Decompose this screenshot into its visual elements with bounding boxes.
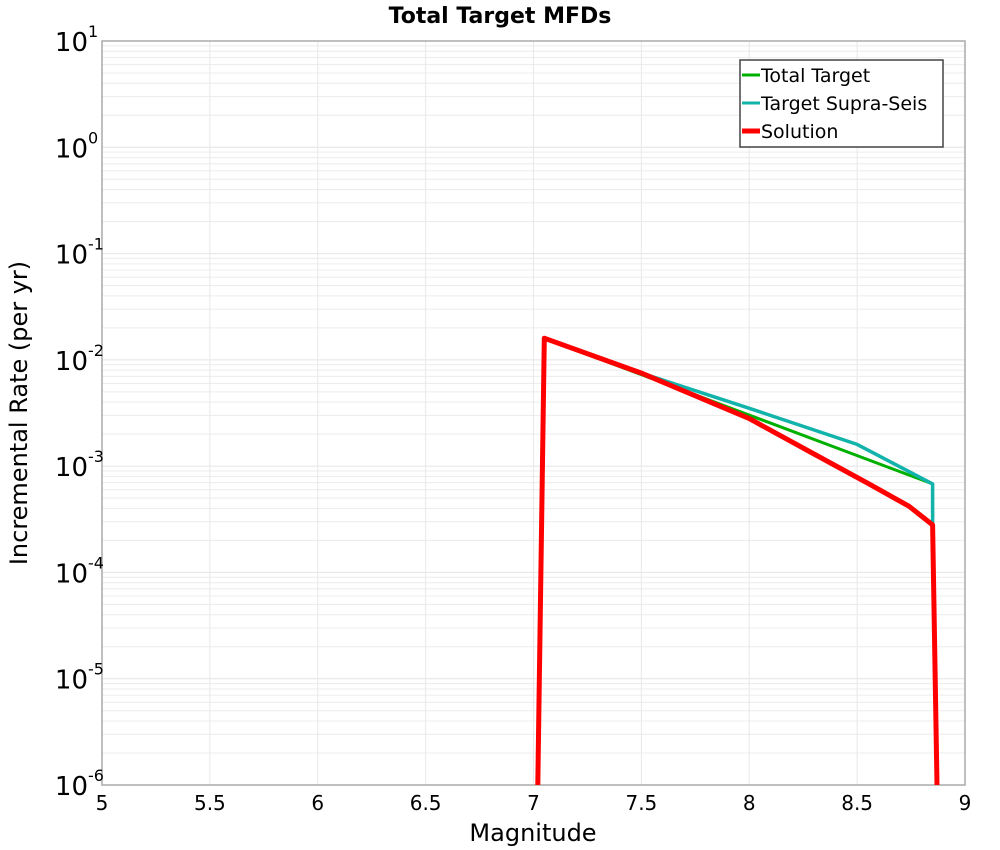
y-tick-exponent: -3 <box>88 447 104 466</box>
legend-label-target-supra-seis: Target Supra-Seis <box>760 93 927 115</box>
y-tick-exponent: -2 <box>88 341 104 360</box>
legend-item-target-supra-seis: Target Supra-Seis <box>742 93 927 115</box>
y-tick-label: 10 -4 <box>55 553 104 589</box>
legend-item-total-target: Total Target <box>742 65 870 87</box>
y-tick-base: 10 <box>55 134 88 164</box>
legend-item-solution: Solution <box>742 121 838 143</box>
x-tick-label: 7 <box>527 791 540 815</box>
y-tick-label: 10 -5 <box>55 660 104 696</box>
y-tick-exponent: -5 <box>88 660 104 679</box>
y-tick-label: 10 -2 <box>55 341 104 377</box>
y-tick-base: 10 <box>55 666 88 696</box>
x-tick-label: 6 <box>311 791 324 815</box>
y-axis-label: Incremental Rate (per yr) <box>5 261 33 565</box>
y-tick-exponent: -4 <box>88 553 104 572</box>
y-tick-base: 10 <box>55 559 88 589</box>
y-tick-exponent: -6 <box>88 766 104 785</box>
y-tick-label: 10 1 <box>55 22 98 58</box>
y-tick-exponent: 0 <box>88 128 98 147</box>
x-tick-label: 8 <box>743 791 756 815</box>
x-axis-ticks: 5 5.5 6 6.5 7 7.5 8 8.5 9 <box>96 791 972 815</box>
legend-label-total-target: Total Target <box>760 65 870 87</box>
legend-box <box>739 59 944 148</box>
legend: Total Target Target Supra-Seis Solution <box>739 59 944 148</box>
y-tick-label: 10 0 <box>55 128 98 164</box>
y-tick-base: 10 <box>55 28 88 58</box>
y-tick-base: 10 <box>55 347 88 377</box>
plot-area-border <box>101 40 966 786</box>
series-line-solution <box>535 335 940 786</box>
y-tick-label: 10 -1 <box>55 235 104 271</box>
series-line-total-target <box>543 336 935 525</box>
x-tick-label: 7.5 <box>625 791 657 815</box>
x-tick-label: 9 <box>959 791 972 815</box>
y-tick-base: 10 <box>55 453 88 483</box>
x-tick-label: 8.5 <box>841 791 873 815</box>
chart-title: Total Target MFDs <box>389 4 612 29</box>
x-axis-label: Magnitude <box>469 819 596 847</box>
y-tick-label: 10 -3 <box>55 447 104 483</box>
y-tick-base: 10 <box>55 241 88 271</box>
y-tick-label: 10 -6 <box>55 766 104 802</box>
x-tick-label: 5 <box>96 791 109 815</box>
x-tick-label: 5.5 <box>194 791 226 815</box>
y-tick-base: 10 <box>55 772 88 802</box>
series-lines <box>535 335 940 786</box>
series-line-target-supra-seis <box>543 336 935 525</box>
x-tick-label: 6.5 <box>410 791 442 815</box>
legend-label-solution: Solution <box>761 121 838 143</box>
y-tick-exponent: 1 <box>88 22 98 41</box>
y-tick-exponent: -1 <box>88 235 104 254</box>
